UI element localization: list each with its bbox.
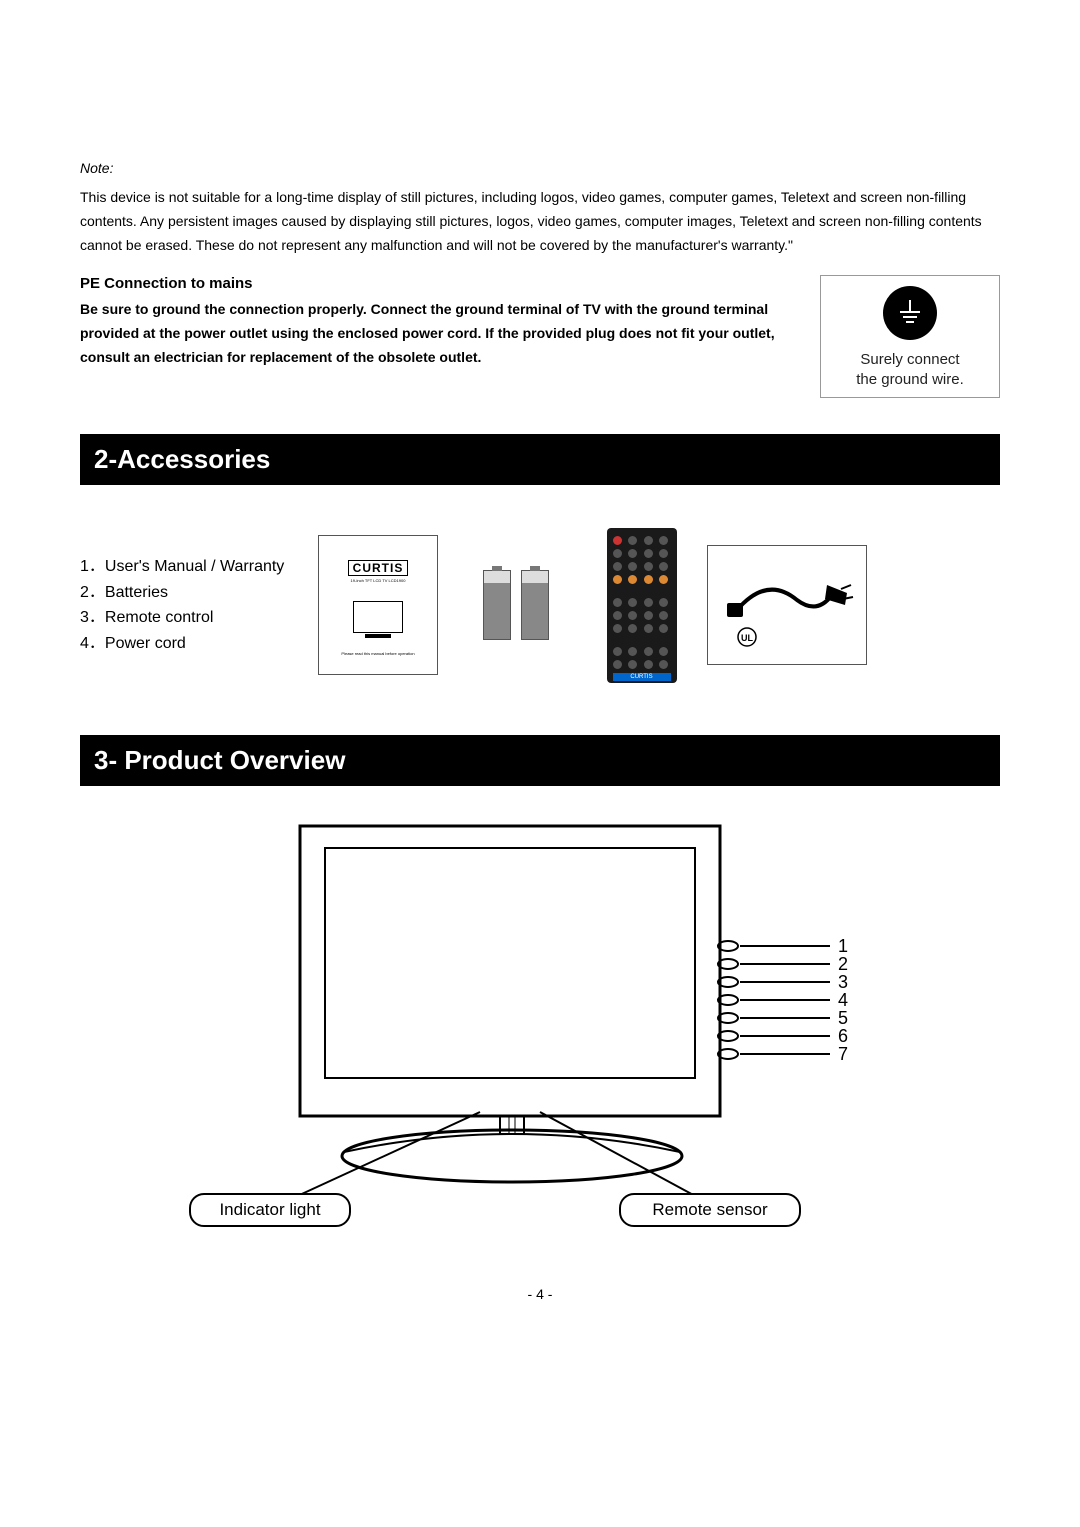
pe-section: PE Connection to mains Be sure to ground… bbox=[80, 275, 1000, 398]
manual-subtitle: 19-Inch TFT LCD TV LCD1900 bbox=[351, 578, 406, 583]
manual-brand: CURTIS bbox=[348, 560, 409, 576]
thumb-batteries bbox=[456, 535, 576, 675]
ground-text-2: the ground wire. bbox=[829, 370, 991, 390]
btn-4: 4 bbox=[838, 990, 848, 1010]
acc-item-1: User's Manual / Warranty bbox=[80, 554, 300, 580]
section-overview: 3- Product Overview bbox=[80, 735, 1000, 786]
acc-item-3: Remote control bbox=[80, 605, 300, 631]
accessories-list: User's Manual / Warranty Batteries Remot… bbox=[80, 554, 300, 656]
svg-text:UL: UL bbox=[741, 633, 753, 643]
ground-text-1: Surely connect bbox=[829, 350, 991, 370]
section-accessories: 2-Accessories bbox=[80, 434, 1000, 485]
note-text: This device is not suitable for a long-t… bbox=[80, 186, 1000, 257]
page-number: - 4 - bbox=[80, 1286, 1000, 1302]
thumb-manual: CURTIS 19-Inch TFT LCD TV LCD1900 Please… bbox=[318, 535, 438, 675]
ground-icon bbox=[883, 286, 937, 340]
btn-3: 3 bbox=[838, 972, 848, 992]
note-label: Note: bbox=[80, 160, 1000, 176]
accessories-row: User's Manual / Warranty Batteries Remot… bbox=[80, 515, 1000, 695]
pe-title: PE Connection to mains bbox=[80, 275, 790, 292]
btn-1: 1 bbox=[838, 936, 848, 956]
btn-5: 5 bbox=[838, 1008, 848, 1028]
side-buttons: 1 2 3 4 5 6 7 bbox=[718, 936, 848, 1064]
label-sensor: Remote sensor bbox=[652, 1200, 768, 1219]
pe-body: Be sure to ground the connection properl… bbox=[80, 298, 790, 369]
ground-badge: Surely connect the ground wire. bbox=[820, 275, 1000, 398]
acc-item-2: Batteries bbox=[80, 580, 300, 606]
overview-diagram: 1 2 3 4 5 6 7 Indicator light Remote sen… bbox=[80, 816, 1000, 1236]
battery-icon bbox=[483, 570, 511, 640]
label-indicator: Indicator light bbox=[219, 1200, 320, 1219]
acc-item-4: Power cord bbox=[80, 631, 300, 657]
thumb-remote: CURTIS bbox=[594, 515, 689, 695]
btn-6: 6 bbox=[838, 1026, 848, 1046]
btn-7: 7 bbox=[838, 1044, 848, 1064]
remote-brand: CURTIS bbox=[613, 673, 671, 681]
battery-icon bbox=[521, 570, 549, 640]
thumb-powercord: UL bbox=[707, 545, 867, 665]
manual-tv-icon bbox=[353, 601, 403, 633]
manual-footer: Please read this manual before operation bbox=[341, 651, 414, 656]
btn-2: 2 bbox=[838, 954, 848, 974]
